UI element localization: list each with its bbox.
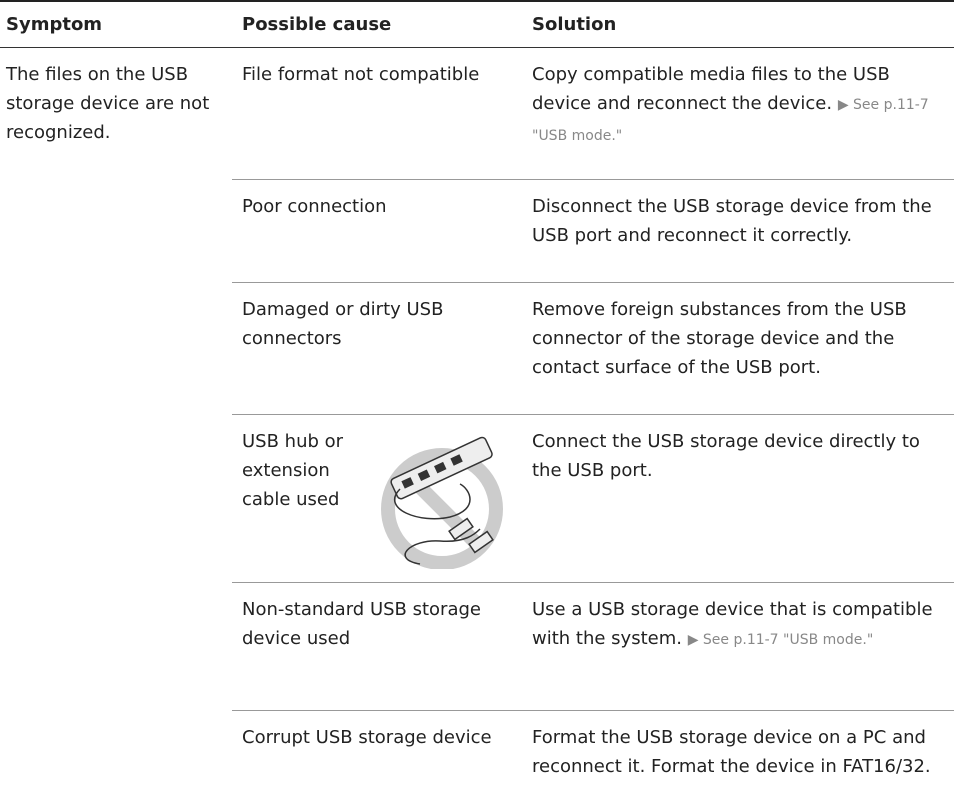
usb-hub-prohibited-icon bbox=[381, 436, 503, 569]
cause: File format not compatible bbox=[232, 47, 522, 180]
cause-cell: USB hub or extension cable used bbox=[232, 414, 522, 583]
solution-text: Use a USB storage device that is compati… bbox=[532, 598, 933, 649]
symptom: The files on the USB storage device are … bbox=[6, 63, 210, 143]
reference: ▶ See p.11-7 "USB mode." bbox=[532, 96, 929, 144]
solution: Remove foreign substances from the USB c… bbox=[522, 282, 954, 415]
solution: Connect the USB storage device directly … bbox=[522, 414, 954, 583]
cause: Damaged or dirty USB connectors bbox=[232, 282, 522, 415]
header-cell: Symptom bbox=[0, 1, 232, 48]
cause: USB hub or extension cable used bbox=[242, 430, 344, 510]
cause: Poor connection bbox=[232, 179, 522, 283]
solution: Copy compatible media files to the USB d… bbox=[522, 47, 954, 180]
solution-text: Copy compatible media files to the USB d… bbox=[532, 63, 890, 114]
solution: Format the USB storage device on a PC an… bbox=[532, 726, 931, 777]
cause: Non-standard USB storage device used bbox=[232, 582, 522, 711]
header-cell: Solution bbox=[522, 1, 954, 48]
solution: Use a USB storage device that is compati… bbox=[522, 582, 954, 711]
header-row: Symptom Possible cause Solution bbox=[0, 1, 954, 48]
header-cell: Possible cause bbox=[232, 1, 522, 48]
solution: Disconnect the USB storage device from t… bbox=[522, 179, 954, 283]
reference: ▶ See p.11-7 "USB mode." bbox=[687, 631, 874, 648]
cause: Corrupt USB storage device bbox=[242, 726, 492, 748]
